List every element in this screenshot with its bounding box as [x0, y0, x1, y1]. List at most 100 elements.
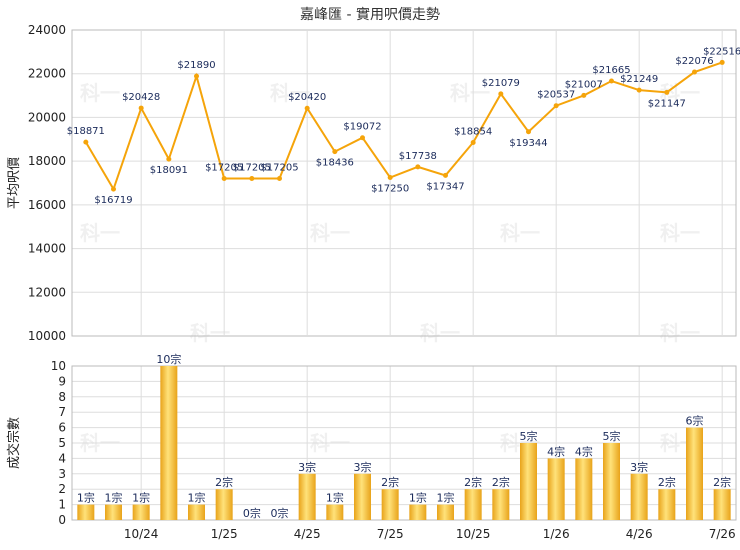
- watermark: 科一: [310, 221, 350, 245]
- bar-label: 0宗: [271, 506, 289, 520]
- bar: [298, 473, 316, 520]
- data-label: $22076: [675, 56, 713, 67]
- data-label: $19072: [343, 122, 381, 133]
- chart-title: 嘉峰匯 - 實用呎價走勢: [300, 7, 440, 23]
- data-label: $20428: [122, 92, 160, 103]
- bar: [686, 427, 703, 520]
- bar-label: 3宗: [354, 460, 372, 474]
- y-axis-label: 成交宗數: [6, 417, 22, 469]
- x-tick-label: 7/25: [377, 527, 404, 541]
- bar: [520, 443, 537, 520]
- bar-label: 10宗: [156, 352, 181, 366]
- bar-label: 6宗: [686, 414, 704, 428]
- y-tick-label: 10: [51, 359, 66, 373]
- y-tick-label: 6: [58, 421, 66, 435]
- bar: [132, 504, 150, 520]
- bar-label: 2宗: [658, 475, 676, 489]
- bar-label: 4宗: [575, 444, 593, 458]
- y-tick-label: 10000: [28, 329, 66, 343]
- watermark: 科一: [80, 221, 120, 245]
- y-tick-label: 3: [58, 467, 66, 481]
- bar: [492, 489, 510, 520]
- data-label: $17205: [233, 163, 271, 174]
- bar-label: 2宗: [381, 475, 399, 489]
- y-tick-label: 16000: [28, 198, 66, 212]
- watermark: 科一: [660, 321, 700, 345]
- watermark: 科一: [500, 221, 540, 245]
- y-tick-label: 5: [58, 436, 66, 450]
- watermark: 科一: [420, 321, 460, 345]
- data-point: [692, 69, 697, 75]
- bar: [105, 504, 122, 520]
- data-label: $17347: [426, 181, 464, 192]
- data-label: $17205: [205, 163, 243, 174]
- data-label: $21007: [565, 79, 603, 90]
- plot-frame-top: [71, 29, 737, 337]
- data-label: $20537: [537, 90, 575, 101]
- bar: [464, 489, 482, 520]
- data-point: [83, 139, 89, 145]
- data-label: $21079: [482, 78, 520, 89]
- data-point: [194, 73, 199, 79]
- bar-label: 2宗: [215, 475, 233, 489]
- data-label: $17205: [260, 163, 298, 174]
- y-tick-label: 18000: [28, 154, 66, 168]
- x-tick-label: 1/26: [543, 527, 570, 541]
- bar-label: 1宗: [326, 491, 344, 505]
- bar: [381, 489, 399, 520]
- data-point: [249, 176, 255, 182]
- bar: [437, 504, 454, 520]
- x-tick-label: 1/25: [211, 527, 238, 541]
- bar-label: 3宗: [630, 460, 648, 474]
- watermark: 科一: [660, 221, 700, 245]
- x-tick-label: 10/25: [456, 527, 491, 541]
- y-tick-label: 7: [58, 405, 66, 419]
- x-tick-label: 10/24: [124, 527, 159, 541]
- data-label: $21249: [620, 74, 658, 85]
- data-label: $20420: [288, 92, 326, 103]
- data-point: [719, 59, 725, 65]
- y-tick-label: 8: [58, 390, 66, 404]
- data-label: $19344: [509, 138, 547, 149]
- bar-label: 2宗: [713, 475, 731, 489]
- y-axis-label: 平均呎價: [7, 157, 22, 209]
- watermark: 科一: [270, 81, 310, 105]
- bar: [713, 489, 731, 520]
- data-point: [498, 91, 504, 97]
- data-point: [415, 164, 421, 170]
- data-label: $18436: [316, 158, 354, 169]
- bar-label: 5宗: [603, 429, 621, 443]
- data-point: [111, 186, 116, 192]
- data-label: $17738: [399, 151, 437, 162]
- x-tick-label: 4/25: [294, 527, 321, 541]
- data-point: [332, 149, 338, 155]
- bar: [77, 504, 95, 520]
- y-tick-label: 4: [58, 451, 66, 465]
- bar-label: 0宗: [243, 506, 261, 520]
- y-tick-label: 1: [58, 498, 66, 512]
- data-point: [581, 92, 587, 98]
- data-point: [443, 172, 448, 178]
- bar: [215, 489, 233, 520]
- bar: [188, 504, 205, 520]
- data-point: [304, 105, 310, 111]
- bar: [630, 473, 648, 520]
- bar: [603, 443, 620, 520]
- watermark: 科一: [80, 81, 120, 105]
- data-point: [166, 156, 172, 162]
- bar: [160, 366, 178, 520]
- data-point: [664, 89, 670, 95]
- data-point: [221, 176, 227, 182]
- y-tick-label: 12000: [28, 285, 66, 299]
- bar: [409, 504, 427, 520]
- data-label: $18091: [150, 165, 188, 176]
- data-label: $21147: [648, 98, 686, 109]
- data-label: $21890: [177, 60, 215, 71]
- bar: [658, 489, 676, 520]
- y-tick-label: 14000: [28, 242, 66, 256]
- data-point: [526, 129, 531, 135]
- data-label: $22516: [703, 46, 740, 57]
- y-tick-label: 24000: [28, 23, 66, 37]
- bar-label: 2宗: [464, 475, 482, 489]
